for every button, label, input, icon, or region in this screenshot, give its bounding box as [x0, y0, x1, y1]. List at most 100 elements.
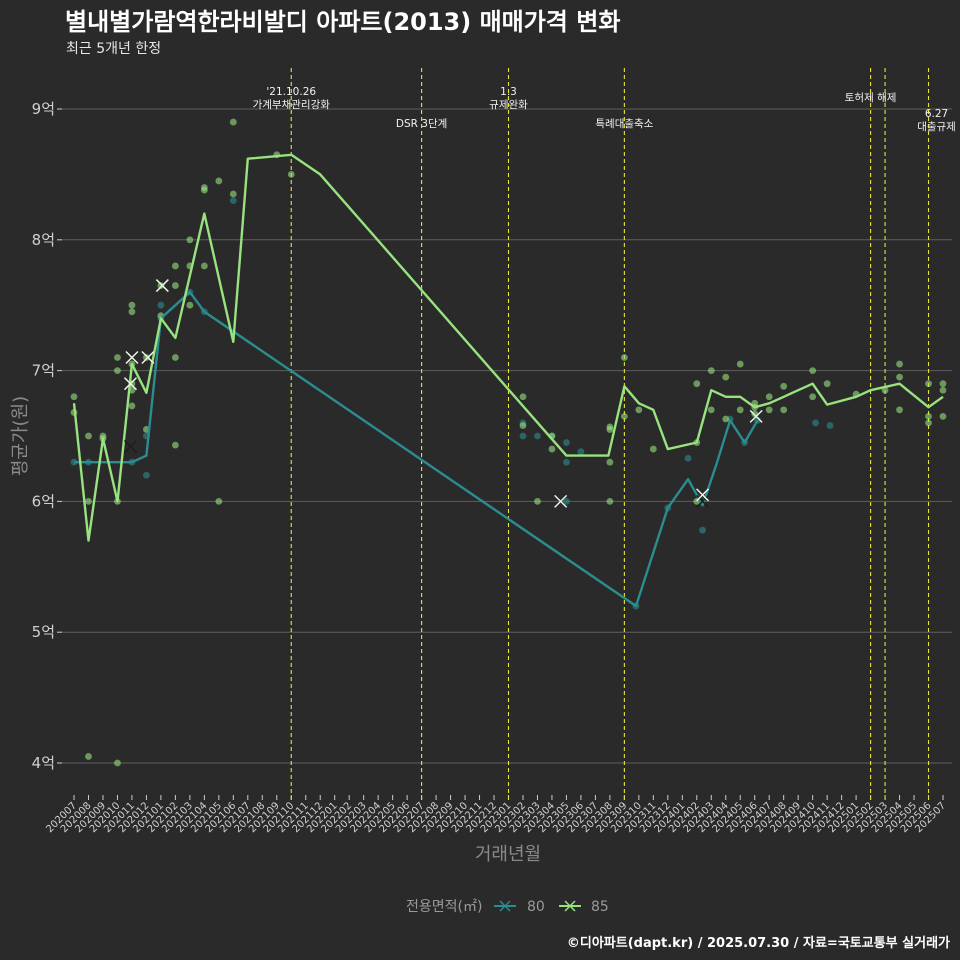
- x-marker-85: [155, 279, 169, 293]
- point-80: [577, 448, 585, 456]
- point-80: [229, 197, 237, 204]
- point-85: [70, 393, 78, 401]
- x-marker-stroke: [155, 279, 169, 293]
- x-marker-stroke: [749, 409, 763, 423]
- policy-annotation: 1.3 규제완화: [489, 86, 528, 111]
- point-85: [114, 367, 121, 374]
- point-85: [896, 406, 903, 414]
- point-85: [519, 422, 527, 429]
- caption: ©디아파트(dapt.kr) / 2025.07.30 / 자료=국토교통부 실…: [567, 935, 950, 951]
- policy-annotation: 토허제 해제: [845, 91, 897, 104]
- point-85: [128, 301, 136, 309]
- point-85: [186, 301, 194, 309]
- x-marker-stroke: [499, 900, 511, 912]
- point-85: [707, 406, 715, 414]
- point-85: [707, 367, 715, 374]
- x-marker-stroke: [123, 377, 138, 391]
- y-axis-title: 평균가(원): [10, 396, 31, 476]
- point-85: [85, 498, 92, 505]
- legend-key-marker: [499, 900, 511, 912]
- point-85: [939, 380, 947, 388]
- point-80: [812, 419, 819, 427]
- legend-label-80: 80: [527, 899, 545, 915]
- policy-annotation: 6.27 대출규제: [917, 108, 956, 133]
- x-marker-80: [696, 494, 710, 508]
- legend-label-85: 85: [591, 899, 609, 915]
- point-85: [765, 393, 773, 401]
- point-85: [114, 354, 121, 361]
- point-85: [693, 380, 701, 388]
- x-markers: [123, 279, 763, 508]
- gridlines: [62, 108, 952, 764]
- point-80: [563, 439, 570, 446]
- x-marker-85: [123, 377, 138, 391]
- point-85: [548, 445, 556, 453]
- y-tick-label: 8억: [32, 231, 55, 249]
- y-tick-label: 6억: [32, 492, 55, 510]
- x-marker-stroke: [554, 494, 568, 508]
- point-85: [157, 282, 165, 289]
- point-85: [114, 759, 121, 767]
- legend-key-marker: [564, 900, 576, 912]
- policy-annotation: '21.10.26 가계부채관리강화: [253, 86, 331, 111]
- legend-title: 전용면적(㎡): [406, 899, 482, 915]
- x-marker-85: [749, 409, 763, 423]
- point-80: [157, 301, 165, 309]
- policy-lines: [290, 68, 930, 800]
- point-85: [896, 373, 903, 381]
- point-85: [171, 441, 179, 449]
- chart-title: 별내별가람역한라비발디 아파트(2013) 매매가격 변화: [65, 8, 620, 36]
- y-tick-label: 9억: [32, 100, 55, 118]
- point-85: [215, 177, 223, 185]
- x-marker-stroke: [564, 900, 576, 912]
- point-85: [722, 415, 730, 423]
- point-85: [606, 458, 614, 466]
- point-85: [171, 262, 179, 270]
- chart-subtitle: 최근 5개년 한정: [66, 41, 161, 57]
- x-marker-stroke: [123, 439, 138, 453]
- series-line-85: [72, 153, 944, 542]
- point-85: [519, 393, 527, 401]
- point-80: [684, 454, 692, 462]
- point-85: [780, 406, 788, 414]
- point-85: [939, 412, 947, 420]
- x-marker-stroke: [141, 350, 155, 365]
- policy-annotation: 특례대출축소: [595, 118, 653, 130]
- point-85: [925, 412, 932, 420]
- point-85: [620, 412, 628, 420]
- point-80: [699, 526, 706, 534]
- point-85: [215, 498, 223, 505]
- point-85: [229, 190, 237, 198]
- point-85: [171, 282, 179, 289]
- x-marker-85: [554, 494, 568, 508]
- point-85: [143, 354, 150, 361]
- y-tick-label: 7억: [32, 362, 55, 380]
- x-marker-85: [125, 350, 139, 365]
- point-85: [171, 354, 179, 361]
- series-line-80: [74, 290, 759, 608]
- point-85: [620, 354, 628, 361]
- point-80: [563, 498, 570, 505]
- point-85: [534, 498, 541, 505]
- point-85: [736, 360, 744, 368]
- x-marker-85: [696, 488, 710, 502]
- x-axis-title: 거래년월: [475, 844, 541, 865]
- point-85: [200, 186, 208, 194]
- x-axis-ticks: 2020072020082020092020102020112020122021…: [44, 795, 948, 835]
- x-marker-stroke: [696, 488, 710, 502]
- legend: 전용면적(㎡) 80 85: [406, 899, 609, 915]
- point-85: [85, 432, 92, 440]
- x-marker-stroke: [125, 350, 139, 365]
- series-lines: [72, 153, 944, 608]
- point-85: [229, 118, 237, 126]
- x-marker-80: [123, 439, 138, 453]
- point-85: [649, 445, 657, 453]
- point-85: [896, 360, 903, 368]
- point-85: [128, 308, 136, 316]
- point-80: [826, 422, 834, 429]
- point-80: [534, 432, 541, 440]
- y-tick-label: 5억: [32, 623, 55, 641]
- point-85: [925, 419, 932, 427]
- x-marker-85: [141, 350, 155, 365]
